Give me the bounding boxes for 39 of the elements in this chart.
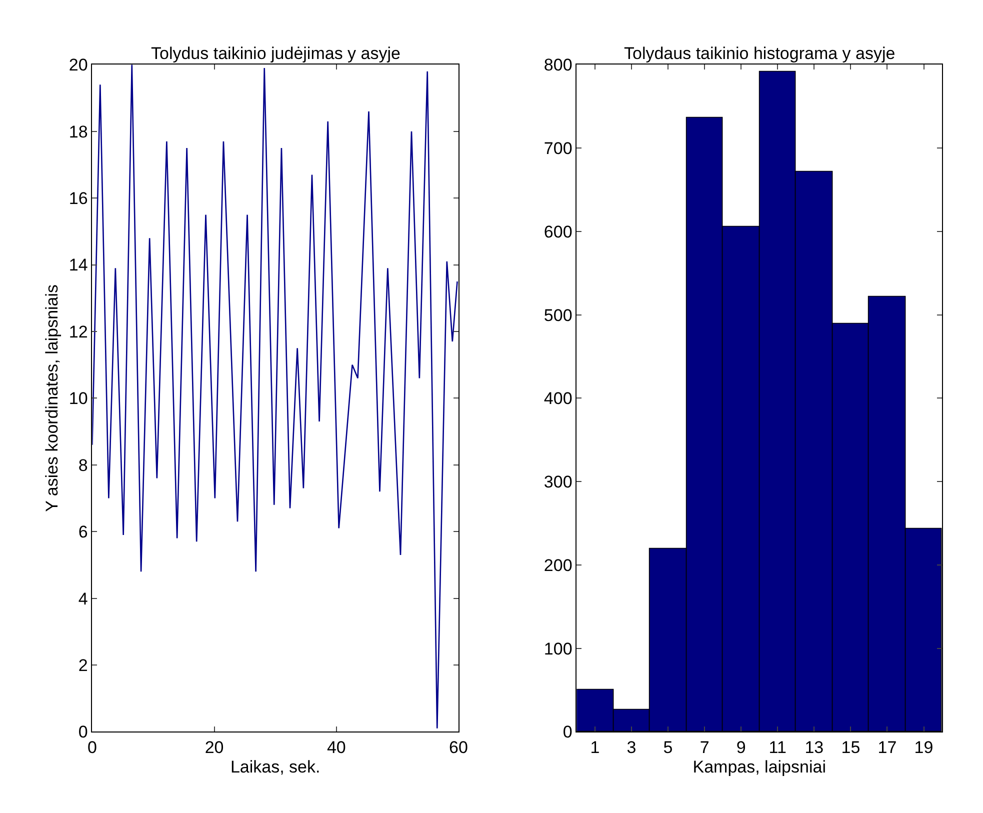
- y-tick-label: 600: [544, 222, 572, 242]
- y-tick-label: 6: [78, 522, 88, 542]
- x-tick-label: 19: [914, 738, 934, 758]
- y-tick-label: 10: [68, 389, 88, 408]
- y-tick-label: 2: [78, 656, 88, 675]
- x-tick-label: 1: [590, 738, 600, 758]
- x-tick-label: 15: [841, 738, 860, 758]
- x-tick-label: 20: [204, 738, 224, 758]
- y-tick-label: 800: [544, 56, 572, 75]
- x-tick-label: 13: [804, 738, 824, 758]
- y-tick-label: 18: [68, 122, 88, 142]
- y-tick-label: 4: [78, 589, 88, 608]
- x-tick-label: 3: [626, 738, 636, 758]
- chart-title: Tolydaus taikinio histograma y asyje: [624, 44, 896, 63]
- y-tick-label: 0: [78, 722, 88, 742]
- x-tick-label: 9: [736, 738, 746, 758]
- y-tick-label: 200: [544, 556, 572, 575]
- x-axis-title: Laikas, sek.: [230, 758, 320, 777]
- y-tick-label: 100: [544, 639, 572, 658]
- y-axis-title: Y asies koordinates, laipsniais: [42, 284, 62, 512]
- line-series: [92, 64, 458, 730]
- x-tick-label: 11: [768, 738, 786, 758]
- y-tick-label: 400: [544, 389, 572, 408]
- x-tick-label: 17: [878, 738, 897, 758]
- y-tick-label: 12: [68, 322, 88, 342]
- y-tick-label: 14: [68, 256, 88, 275]
- y-tick-label: 700: [544, 139, 572, 158]
- x-tick-label: 7: [700, 738, 710, 758]
- y-tick-label: 300: [544, 472, 572, 492]
- y-tick-label: 16: [68, 189, 88, 208]
- chart-title: Tolydus taikinio judėjimas y asyje: [151, 44, 400, 63]
- y-tick-label: 8: [78, 456, 88, 475]
- y-tick-label: 20: [68, 56, 88, 75]
- x-axis-title: Kampas, laipsniai: [692, 758, 826, 777]
- x-tick-label: 5: [663, 738, 673, 758]
- x-tick-label: 60: [449, 738, 468, 758]
- y-tick-label: 500: [544, 306, 572, 325]
- x-tick-label: 40: [326, 738, 346, 758]
- y-tick-label: 0: [562, 722, 572, 742]
